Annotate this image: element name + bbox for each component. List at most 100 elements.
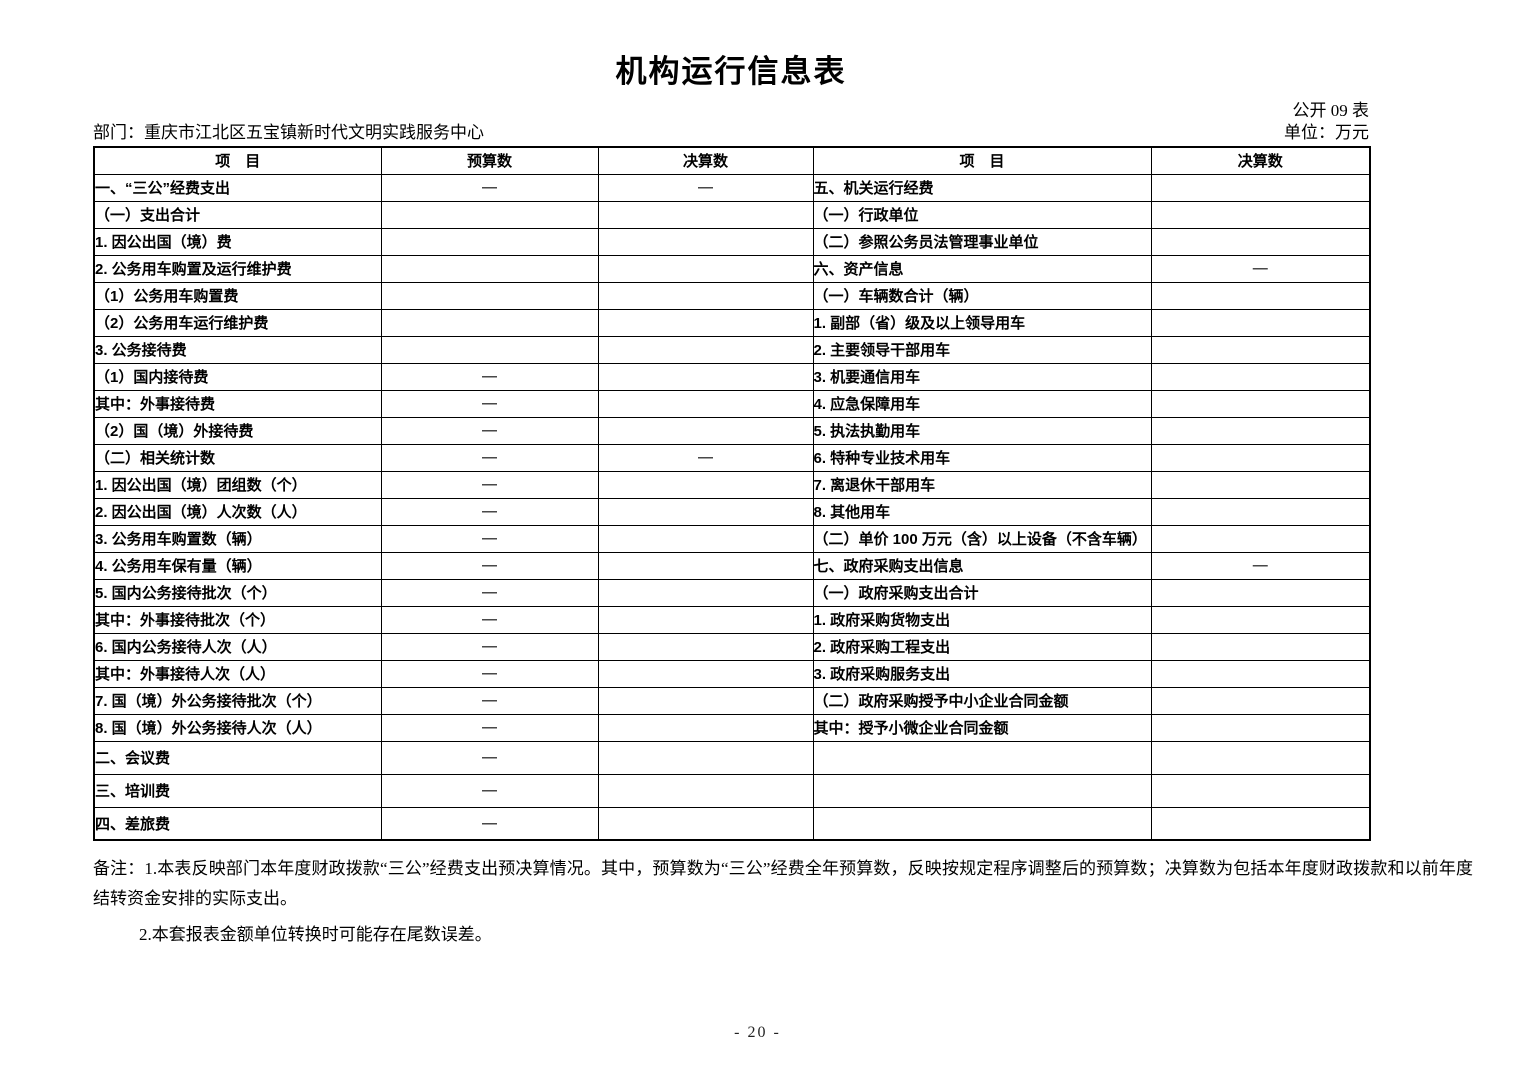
final-cell-left: — <box>597 173 814 202</box>
final-cell-right <box>1150 308 1371 337</box>
final-cell-right <box>1150 362 1371 391</box>
final-cell-right <box>1150 578 1371 607</box>
final-cell-right: — <box>1150 551 1371 580</box>
final-cell-right <box>1150 470 1371 499</box>
unit-label: 单位：万元 <box>1284 123 1369 142</box>
budget-cell <box>380 335 599 364</box>
budget-cell: — <box>380 605 599 634</box>
item-cell-right <box>812 806 1152 841</box>
item-cell-right: 8. 其他用车 <box>812 497 1152 526</box>
budget-cell: — <box>380 578 599 607</box>
item-cell-left: 3. 公务用车购置数（辆） <box>93 524 382 553</box>
table-row: （一）支出合计 （一）行政单位 <box>93 200 1371 229</box>
table-row: 4. 公务用车保有量（辆） — 七、政府采购支出信息 — <box>93 551 1371 580</box>
final-cell-right <box>1150 173 1371 202</box>
final-cell-right <box>1150 200 1371 229</box>
item-cell-right: （一）车辆数合计（辆） <box>812 281 1152 310</box>
item-cell-left: （一）支出合计 <box>93 200 382 229</box>
final-cell-right <box>1150 524 1371 553</box>
item-cell-right: 七、政府采购支出信息 <box>812 551 1152 580</box>
page-title: 机构运行信息表 <box>615 54 847 89</box>
budget-cell <box>380 227 599 256</box>
budget-cell: — <box>380 173 599 202</box>
final-cell-right <box>1150 713 1371 742</box>
table-row: （2）国（境）外接待费 — 5. 执法执勤用车 <box>93 416 1371 445</box>
final-cell-right <box>1150 389 1371 418</box>
final-cell-left <box>597 659 814 688</box>
col-header-item-left: 项 目 <box>93 146 382 175</box>
budget-cell: — <box>380 470 599 499</box>
item-cell-left: 6. 国内公务接待人次（人） <box>93 632 382 661</box>
final-cell-left <box>597 806 814 841</box>
item-cell-left: 三、培训费 <box>93 773 382 808</box>
table-row: （1）公务用车购置费 （一）车辆数合计（辆） <box>93 281 1371 310</box>
item-cell-left: 其中：外事接待费 <box>93 389 382 418</box>
table-row: 一、“三公”经费支出 — — 五、机关运行经费 <box>93 173 1371 202</box>
table-row: （二）相关统计数 — —6. 特种专业技术用车 <box>93 443 1371 472</box>
final-cell-left <box>597 605 814 634</box>
table-row: 1. 因公出国（境）团组数（个） — 7. 离退休干部用车 <box>93 470 1371 499</box>
final-cell-left <box>597 578 814 607</box>
final-cell-right <box>1150 497 1371 526</box>
item-cell-left: 1. 因公出国（境）团组数（个） <box>93 470 382 499</box>
final-cell-left <box>597 227 814 256</box>
table-row: 2. 因公出国（境）人次数（人） — 8. 其他用车 <box>93 497 1371 526</box>
table-row: 8. 国（境）外公务接待人次（人） — 其中：授予小微企业合同金额 <box>93 713 1371 742</box>
table-row: 其中：外事接待人次（人） — 3. 政府采购服务支出 <box>93 659 1371 688</box>
budget-cell: — <box>380 416 599 445</box>
final-cell-left <box>597 713 814 742</box>
item-cell-left: 8. 国（境）外公务接待人次（人） <box>93 713 382 742</box>
final-cell-right <box>1150 632 1371 661</box>
item-cell-left: 4. 公务用车保有量（辆） <box>93 551 382 580</box>
budget-cell <box>380 254 599 283</box>
item-cell-right: 1. 政府采购货物支出 <box>812 605 1152 634</box>
document-sheet: 机构运行信息表 公开 09 表 部门：重庆市江北区五宝镇新时代文明实践服务中心 … <box>93 0 1473 950</box>
table-row: 2. 公务用车购置及运行维护费 六、资产信息 — <box>93 254 1371 283</box>
item-cell-left: 二、会议费 <box>93 740 382 775</box>
budget-cell: — <box>380 524 599 553</box>
final-cell-right <box>1150 443 1371 472</box>
final-cell-left <box>597 281 814 310</box>
item-cell-left: （2）公务用车运行维护费 <box>93 308 382 337</box>
budget-cell: — <box>380 497 599 526</box>
col-header-final-right: 决算数 <box>1150 146 1371 175</box>
item-cell-right: 3. 机要通信用车 <box>812 362 1152 391</box>
final-cell-right <box>1150 227 1371 256</box>
final-cell-right <box>1150 806 1371 841</box>
item-cell-right: （二）政府采购授予中小企业合同金额 <box>812 686 1152 715</box>
table-row: 3. 公务接待费 2. 主要领导干部用车 <box>93 335 1371 364</box>
final-cell-left <box>597 335 814 364</box>
note-line: 2.本套报表金额单位转换时可能存在尾数误差。 <box>139 925 492 944</box>
item-cell-left: （1）国内接待费 <box>93 362 382 391</box>
final-cell-left <box>597 416 814 445</box>
item-cell-left: 其中：外事接待批次（个） <box>93 605 382 634</box>
budget-cell: — <box>380 713 599 742</box>
item-cell-right: 五、机关运行经费 <box>812 173 1152 202</box>
final-cell-right <box>1150 659 1371 688</box>
budget-cell <box>380 308 599 337</box>
budget-cell <box>380 200 599 229</box>
final-cell-right <box>1150 773 1371 808</box>
form-number-label: 公开 09 表 <box>1292 101 1370 120</box>
final-cell-left <box>597 632 814 661</box>
item-cell-right <box>812 740 1152 775</box>
item-cell-left: 其中：外事接待人次（人） <box>93 659 382 688</box>
budget-cell: — <box>380 773 599 808</box>
budget-cell: — <box>380 389 599 418</box>
item-cell-right: 2. 主要领导干部用车 <box>812 335 1152 364</box>
item-cell-right: 1. 副部（省）级及以上领导用车 <box>812 308 1152 337</box>
table-row: 二、会议费 — <box>93 740 1371 775</box>
item-cell-right: 5. 执法执勤用车 <box>812 416 1152 445</box>
item-cell-left: 2. 公务用车购置及运行维护费 <box>93 254 382 283</box>
final-cell-left <box>597 497 814 526</box>
final-cell-left <box>597 686 814 715</box>
col-header-final-left: 决算数 <box>597 146 814 175</box>
table-row: 1. 因公出国（境）费 （二）参照公务员法管理事业单位 <box>93 227 1371 256</box>
item-cell-right: 六、资产信息 <box>812 254 1152 283</box>
item-cell-left: 3. 公务接待费 <box>93 335 382 364</box>
budget-cell: — <box>380 632 599 661</box>
item-cell-right: （二）单价 100 万元（含）以上设备（不含车辆） <box>812 524 1152 553</box>
item-cell-left: （2）国（境）外接待费 <box>93 416 382 445</box>
item-cell-right: 其中：授予小微企业合同金额 <box>812 713 1152 742</box>
notes: 备注：1.本表反映部门本年度财政拨款“三公”经费支出预决算情况。其中，预算数为“… <box>93 854 1473 950</box>
